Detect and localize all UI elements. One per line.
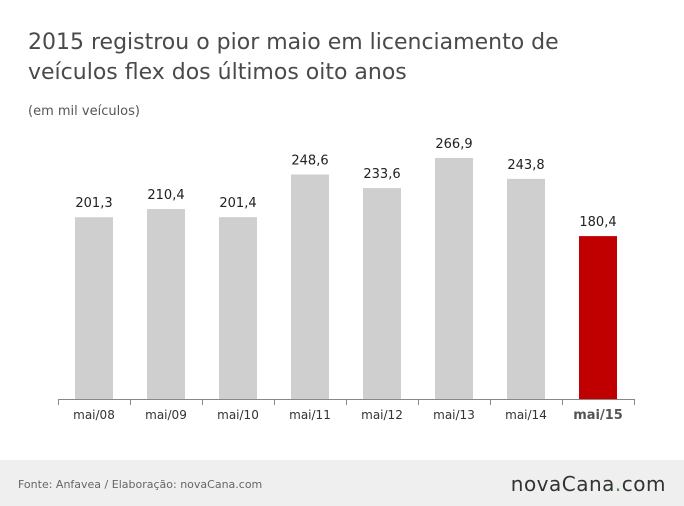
category-label: mai/10 xyxy=(217,408,259,422)
value-label: 266,9 xyxy=(435,137,472,152)
bar-mai-14 xyxy=(507,178,545,399)
category-label: mai/11 xyxy=(289,408,331,422)
category-label: mai/09 xyxy=(145,408,187,422)
chart-subtitle: (em mil veículos) xyxy=(28,104,140,119)
chart-title: 2015 registrou o pior maio em licenciame… xyxy=(28,30,559,85)
logo-dot: . xyxy=(614,472,622,496)
bar-group xyxy=(75,158,617,399)
bar-mai-11 xyxy=(291,174,329,399)
category-label: mai/08 xyxy=(73,408,115,422)
category-label: mai/13 xyxy=(433,408,475,422)
category-label-group: mai/08 mai/09 mai/10 mai/11 mai/12 mai/13 mai/… xyxy=(73,408,623,423)
category-label: mai/12 xyxy=(361,408,403,422)
bar-mai-09 xyxy=(147,209,185,399)
value-label: 243,8 xyxy=(507,158,544,173)
value-label: 201,3 xyxy=(75,196,112,211)
value-label: 210,4 xyxy=(147,188,184,203)
value-label: 180,4 xyxy=(579,215,616,230)
bar-mai-08 xyxy=(75,217,113,399)
x-tick-group xyxy=(58,399,635,405)
value-label-group: 201,3 210,4 201,4 248,6 233,6 266,9 243,8 180,4 xyxy=(75,137,616,230)
category-label: mai/15 xyxy=(573,408,623,423)
bar-mai-10 xyxy=(219,217,257,399)
value-label: 233,6 xyxy=(363,167,400,182)
novacana-logo[interactable]: novaCana.com xyxy=(511,472,666,496)
bar-mai-15 xyxy=(579,236,617,399)
bar-mai-12 xyxy=(363,188,401,399)
bar-mai-13 xyxy=(435,158,473,399)
value-label: 201,4 xyxy=(219,196,256,211)
logo-name: novaCana xyxy=(510,472,615,496)
logo-tld: com xyxy=(621,472,666,496)
bar-chart: 201,3 210,4 201,4 248,6 233,6 266,9 243,8 180,4… xyxy=(58,137,635,423)
source-note: Fonte: Anfavea / Elaboração: novaCana.co… xyxy=(18,478,263,491)
value-label: 248,6 xyxy=(291,154,328,169)
footer: Fonte: Anfavea / Elaboração: novaCana.co… xyxy=(0,460,684,506)
category-label: mai/14 xyxy=(505,408,547,422)
